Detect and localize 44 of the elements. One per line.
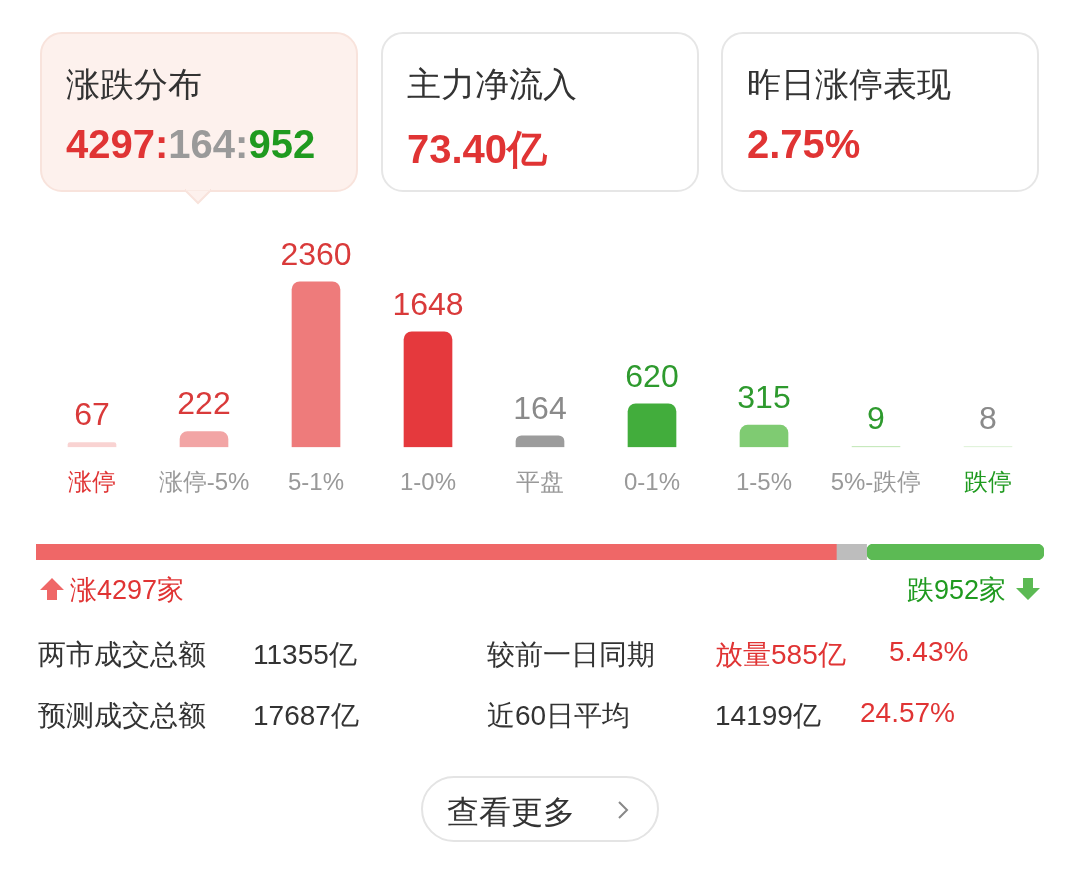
text: 14199亿 bbox=[715, 699, 821, 733]
data-label: 2360 bbox=[280, 235, 352, 272]
text: 5.43% bbox=[889, 636, 969, 668]
x-tick-label: 5%-跌停 bbox=[830, 468, 922, 496]
bar bbox=[179, 431, 229, 448]
x-tick-label: 涨停 bbox=[68, 468, 116, 496]
text: 跌952家 bbox=[906, 574, 1006, 607]
bar bbox=[515, 435, 565, 448]
x-tick-label: 0-1% bbox=[623, 468, 681, 496]
text: 近60日平均 bbox=[487, 699, 631, 733]
text: 涨跌分布 bbox=[66, 64, 202, 105]
x-tick-label: 1-0% bbox=[399, 468, 457, 496]
data-label: 164 bbox=[513, 389, 567, 426]
x-tick-label: 跌停 bbox=[964, 468, 1012, 496]
x-tick-label: 1-5% bbox=[735, 468, 793, 496]
x-tick-label: 涨停-5% bbox=[158, 468, 250, 496]
bar bbox=[67, 442, 117, 448]
bar bbox=[627, 403, 677, 448]
data-label: 620 bbox=[625, 357, 679, 394]
text: 昨日涨停表现 bbox=[747, 64, 951, 105]
x-tick-label: 5-1% bbox=[287, 468, 345, 496]
text: 73.40亿 bbox=[407, 126, 548, 173]
text: 4297:164:952 bbox=[66, 122, 316, 166]
data-label: 8 bbox=[979, 400, 997, 437]
text: 预测成交总额 bbox=[38, 699, 206, 733]
x-tick-label: 平盘 bbox=[516, 468, 564, 496]
text: 两市成交总额 bbox=[38, 638, 206, 672]
data-label: 1648 bbox=[392, 285, 464, 322]
bar bbox=[403, 331, 453, 448]
text: 24.57% bbox=[860, 697, 955, 729]
bar bbox=[291, 281, 341, 448]
text: 17687亿 bbox=[253, 699, 359, 733]
text: 主力净流入 bbox=[407, 64, 577, 105]
text: 11355亿 bbox=[253, 638, 357, 672]
text: 涨4297家 bbox=[70, 574, 185, 607]
bar bbox=[739, 424, 789, 448]
data-label: 9 bbox=[867, 400, 885, 437]
text: 放量585亿 bbox=[715, 638, 846, 672]
text: 2.75% bbox=[747, 122, 861, 167]
data-label: 222 bbox=[177, 385, 231, 422]
data-label: 315 bbox=[737, 378, 791, 415]
data-label: 67 bbox=[74, 396, 110, 433]
text: 较前一日同期 bbox=[487, 638, 655, 672]
text: 查看更多 bbox=[447, 793, 575, 832]
